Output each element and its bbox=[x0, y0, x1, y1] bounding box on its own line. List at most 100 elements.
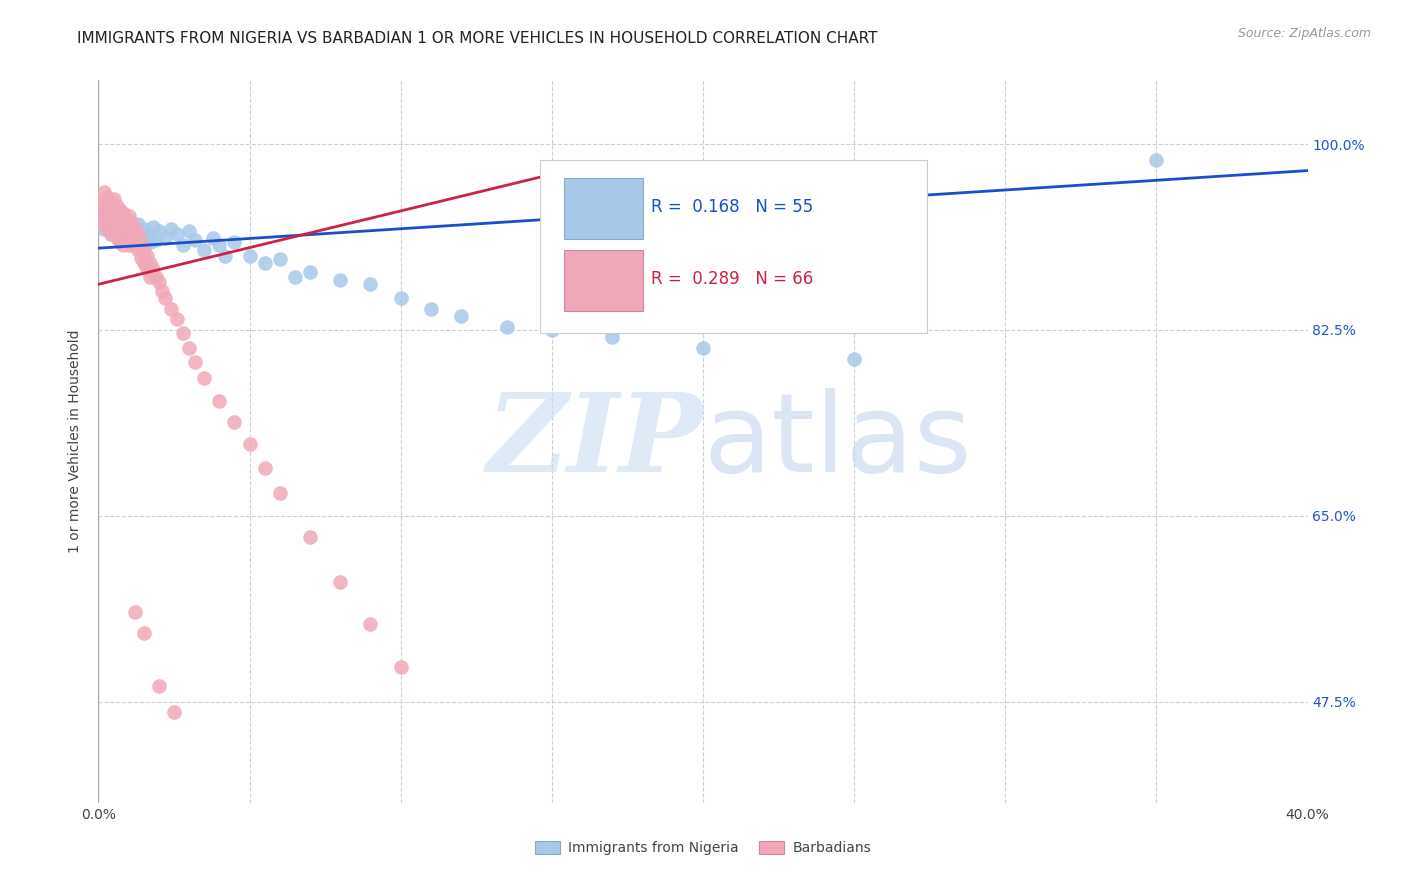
Point bbox=[100, 211, 122, 226]
Point bbox=[96, 201, 118, 215]
Point bbox=[108, 233, 131, 247]
FancyBboxPatch shape bbox=[564, 250, 643, 311]
Point bbox=[105, 211, 128, 226]
Text: R =  0.168   N = 55: R = 0.168 N = 55 bbox=[651, 198, 813, 216]
Point bbox=[127, 217, 149, 231]
Point bbox=[118, 238, 141, 252]
Point bbox=[299, 530, 322, 544]
Point bbox=[184, 233, 207, 247]
Point bbox=[224, 235, 246, 249]
FancyBboxPatch shape bbox=[564, 178, 643, 239]
Point bbox=[299, 264, 322, 278]
Point bbox=[148, 224, 170, 238]
Point bbox=[121, 219, 143, 234]
Point bbox=[129, 235, 152, 249]
Point bbox=[148, 679, 170, 693]
Point bbox=[202, 230, 225, 244]
Point bbox=[360, 617, 382, 632]
Point bbox=[108, 206, 131, 220]
Point bbox=[150, 284, 173, 298]
Point bbox=[124, 222, 146, 236]
Point bbox=[540, 323, 562, 337]
Point bbox=[135, 249, 157, 263]
Point bbox=[135, 227, 157, 242]
Point bbox=[105, 230, 128, 244]
Point bbox=[193, 371, 215, 385]
Point bbox=[118, 224, 141, 238]
Text: R =  0.289   N = 66: R = 0.289 N = 66 bbox=[651, 270, 813, 288]
Point bbox=[450, 309, 472, 323]
Point bbox=[90, 211, 112, 226]
Point bbox=[100, 227, 122, 242]
Point bbox=[114, 213, 136, 227]
Point bbox=[139, 269, 162, 284]
Point bbox=[239, 436, 262, 450]
Point bbox=[105, 214, 128, 228]
Point bbox=[105, 199, 128, 213]
Point bbox=[100, 213, 122, 227]
Point bbox=[90, 195, 112, 210]
Point bbox=[93, 185, 115, 199]
Point bbox=[96, 217, 118, 231]
Point bbox=[692, 341, 714, 355]
Point bbox=[93, 201, 115, 215]
Point bbox=[148, 275, 170, 289]
Point bbox=[111, 217, 134, 231]
Point bbox=[420, 301, 443, 316]
Point bbox=[284, 269, 307, 284]
Text: ZIP: ZIP bbox=[486, 388, 703, 495]
Point bbox=[114, 222, 136, 236]
Point bbox=[129, 230, 152, 244]
Point bbox=[184, 355, 207, 369]
Point bbox=[224, 416, 246, 430]
Point bbox=[121, 217, 143, 231]
Point bbox=[111, 206, 134, 220]
Point bbox=[360, 277, 382, 292]
Legend: Immigrants from Nigeria, Barbadians: Immigrants from Nigeria, Barbadians bbox=[529, 836, 877, 861]
Point bbox=[100, 227, 122, 242]
Point bbox=[108, 219, 131, 234]
Point bbox=[153, 291, 176, 305]
Text: atlas: atlas bbox=[703, 388, 972, 495]
Point bbox=[96, 190, 118, 204]
Point bbox=[495, 319, 517, 334]
Point bbox=[269, 252, 291, 266]
Point bbox=[145, 269, 167, 284]
Point bbox=[844, 351, 866, 366]
Point bbox=[142, 219, 165, 234]
Point bbox=[118, 209, 141, 223]
Point bbox=[108, 202, 131, 217]
Point bbox=[239, 249, 262, 263]
Point bbox=[100, 195, 122, 210]
Point bbox=[96, 222, 118, 236]
Point bbox=[127, 227, 149, 242]
Point bbox=[108, 235, 131, 249]
Point bbox=[163, 706, 186, 720]
Point bbox=[208, 394, 231, 409]
Point bbox=[103, 202, 125, 217]
Point bbox=[121, 233, 143, 247]
Point bbox=[179, 224, 201, 238]
Point bbox=[103, 208, 125, 222]
Point bbox=[118, 213, 141, 227]
Text: IMMIGRANTS FROM NIGERIA VS BARBADIAN 1 OR MORE VEHICLES IN HOUSEHOLD CORRELATION: IMMIGRANTS FROM NIGERIA VS BARBADIAN 1 O… bbox=[77, 31, 877, 46]
Point bbox=[139, 256, 162, 270]
Point bbox=[172, 326, 194, 341]
Point bbox=[1144, 153, 1167, 167]
Point bbox=[132, 222, 155, 236]
Point bbox=[111, 209, 134, 223]
Point bbox=[153, 230, 176, 244]
Point bbox=[145, 233, 167, 247]
Point bbox=[124, 224, 146, 238]
Point bbox=[389, 660, 412, 674]
Point bbox=[111, 222, 134, 236]
Point bbox=[124, 605, 146, 619]
Point bbox=[193, 244, 215, 258]
Point bbox=[132, 256, 155, 270]
Point bbox=[179, 341, 201, 355]
Point bbox=[124, 238, 146, 252]
Point bbox=[90, 211, 112, 226]
Point bbox=[166, 312, 188, 326]
Text: Source: ZipAtlas.com: Source: ZipAtlas.com bbox=[1237, 27, 1371, 40]
Point bbox=[103, 192, 125, 206]
